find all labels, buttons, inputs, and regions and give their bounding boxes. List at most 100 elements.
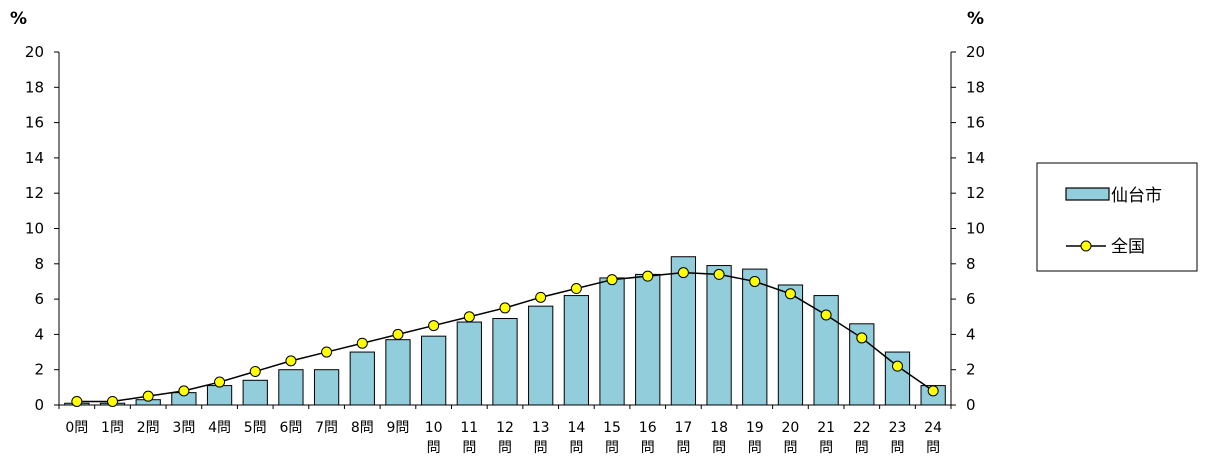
bar [421, 335, 447, 406]
y-tick-label-right: 4 [966, 325, 976, 343]
line-point [927, 385, 939, 397]
x-tick-label: 22 問 [853, 420, 871, 456]
line-point [677, 267, 689, 279]
line-point [891, 360, 903, 372]
line-point [249, 365, 261, 377]
y-tick-label-right: 10 [966, 220, 985, 238]
x-tick-label: 13 問 [532, 420, 550, 456]
x-tick-label: 19 問 [746, 420, 764, 456]
line-point [713, 268, 725, 280]
x-tick-label: 8問 [351, 420, 374, 436]
bar [492, 318, 518, 406]
y-unit-right: % [967, 9, 984, 29]
bar [528, 305, 554, 406]
line-point [749, 275, 761, 287]
x-tick-label: 21 問 [817, 420, 835, 456]
x-tick-label: 16 問 [639, 420, 657, 456]
line-point [321, 346, 333, 358]
bar [706, 265, 732, 406]
bar [313, 369, 340, 406]
y-tick-label-left: 20 [25, 43, 44, 61]
line-point [856, 332, 868, 344]
x-tick-label: 9問 [386, 420, 409, 436]
axes [58, 52, 952, 409]
x-tick-label: 20 問 [782, 420, 800, 456]
line-point [606, 274, 618, 286]
x-tick-label: 10 問 [425, 420, 443, 456]
line-point [142, 390, 154, 402]
y-tick-label-right: 6 [966, 290, 976, 308]
y-tick-label-right: 2 [966, 361, 976, 379]
bar-series [64, 256, 946, 406]
y-tick-label-left: 12 [25, 184, 44, 202]
bar [563, 295, 589, 406]
line-point [642, 270, 654, 282]
y-tick-label-right: 8 [966, 255, 976, 273]
y-axis-ticks: 0 0 2 2 4 4 6 6 8 8 10 10 12 12 14 14 16 16 18 18 20 20 [25, 43, 985, 414]
legend: 仙台市 全国 [1036, 162, 1198, 272]
bar [385, 339, 411, 406]
bar [599, 277, 625, 406]
bar [635, 273, 661, 406]
x-tick-label: 0問 [65, 420, 88, 436]
y-unit-left: % [10, 9, 27, 29]
y-tick-label-left: 18 [25, 78, 44, 96]
x-axis-labels: 0問 1問 2問 3問 4問 5問 6問 7問 8問 9問 10 問 11 問 12 問 13 問 14 問 15 問 16… [65, 420, 942, 456]
x-tick-label: 1問 [101, 420, 124, 436]
line-point [535, 291, 547, 303]
legend-box [1036, 162, 1198, 272]
x-tick-label: 12 問 [496, 420, 514, 456]
line-point [178, 385, 190, 397]
x-tick-label: 3問 [172, 420, 195, 436]
y-tick-label-left: 14 [25, 149, 44, 167]
y-tick-label-left: 6 [34, 290, 44, 308]
bar [456, 321, 482, 406]
x-tick-label: 6問 [279, 420, 302, 436]
y-tick-label-left: 0 [34, 396, 44, 414]
y-tick-label-left: 8 [34, 255, 44, 273]
y-tick-label-left: 2 [34, 361, 44, 379]
x-tick-label: 2問 [137, 420, 160, 436]
bar [349, 351, 375, 406]
line-point [463, 311, 475, 323]
x-tick-label: 23 問 [889, 420, 907, 456]
legend-bar-swatch [1065, 187, 1110, 201]
bar [777, 284, 804, 406]
bar [206, 385, 233, 406]
line-point [392, 328, 404, 340]
x-tick-label: 15 問 [603, 420, 621, 456]
y-tick-label-left: 10 [25, 220, 44, 238]
y-tick-label-right: 14 [966, 149, 985, 167]
y-tick-label-left: 16 [25, 114, 44, 132]
x-tick-label: 4問 [208, 420, 231, 436]
line-point [820, 309, 832, 321]
x-tick-label: 17 問 [674, 420, 692, 456]
line-point [570, 283, 582, 295]
line-point [784, 288, 796, 300]
line-series [71, 267, 939, 407]
x-tick-label: 5問 [244, 420, 267, 436]
y-tick-label-right: 20 [966, 43, 985, 61]
bar [670, 256, 697, 406]
y-tick-label-right: 16 [966, 114, 985, 132]
y-tick-label-left: 4 [34, 325, 44, 343]
legend-line-marker [1080, 240, 1092, 252]
line-point [71, 395, 83, 407]
x-tick-label: 7問 [315, 420, 338, 436]
legend-line-label: 全国 [1111, 237, 1145, 257]
legend-bar-label: 仙台市 [1111, 186, 1162, 206]
y-tick-label-right: 0 [966, 396, 976, 414]
line-point [428, 320, 440, 332]
line-point [285, 355, 297, 367]
line-point [214, 376, 226, 388]
line-point [499, 302, 511, 314]
y-tick-label-right: 12 [966, 184, 985, 202]
x-tick-label: 18 問 [710, 420, 728, 456]
line-point [356, 337, 368, 349]
x-tick-label: 14 問 [567, 420, 585, 456]
bar [278, 369, 304, 406]
bar [742, 268, 768, 406]
x-tick-label: 11 問 [460, 420, 478, 456]
y-tick-label-right: 18 [966, 78, 985, 96]
